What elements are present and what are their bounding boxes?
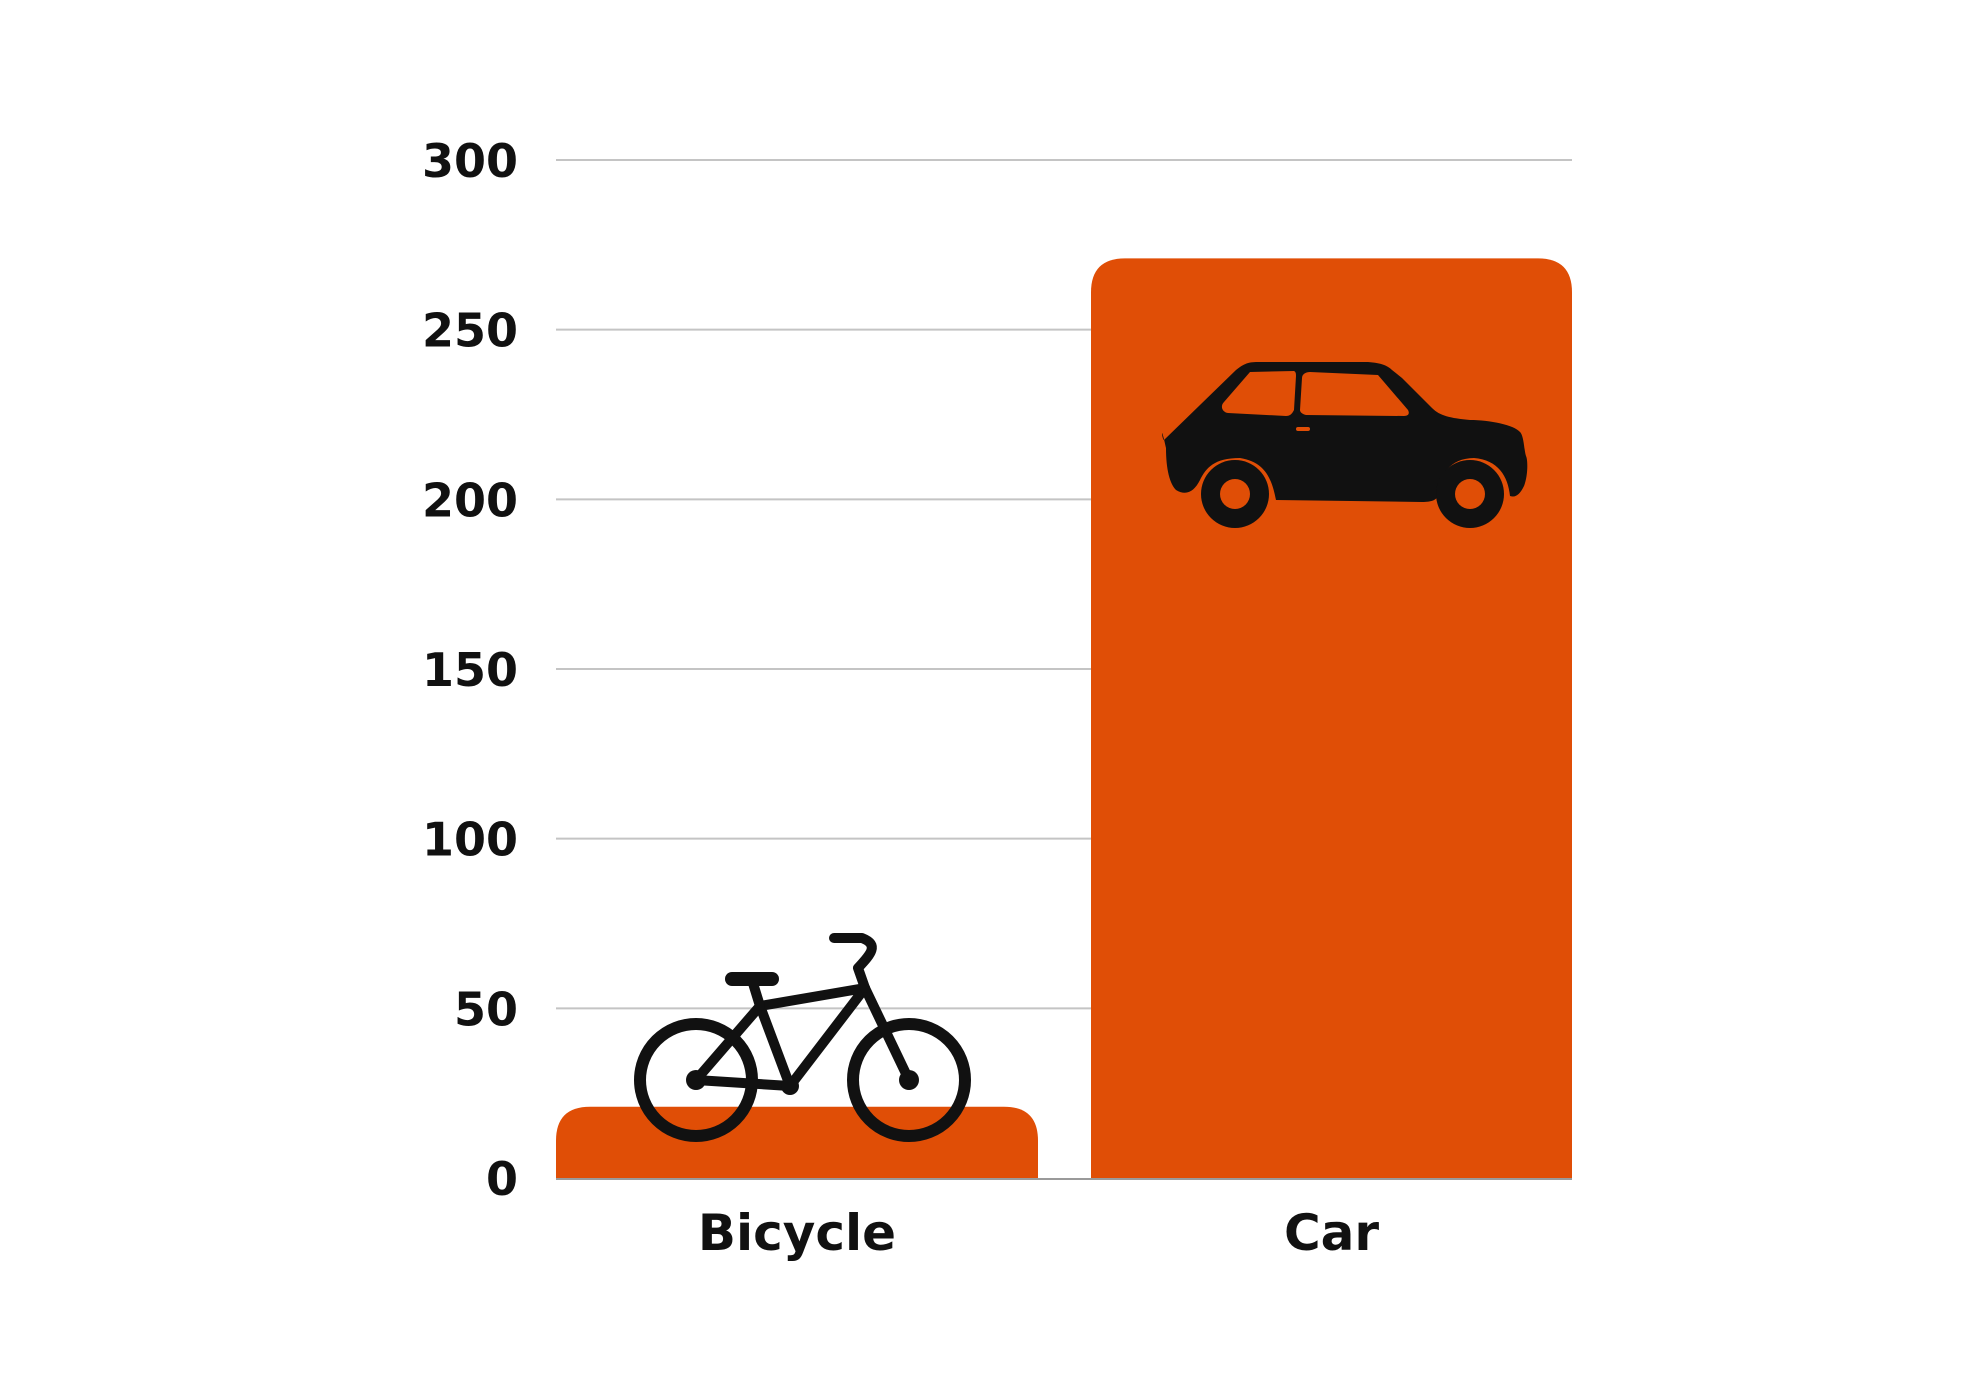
x-category-label: Car (1284, 1204, 1379, 1262)
y-tick-label: 0 (486, 1152, 518, 1206)
x-category-label: Bicycle (698, 1204, 896, 1262)
x-axis-category-labels: Bicycle Car (698, 1204, 1379, 1262)
y-tick-label: 200 (422, 473, 518, 527)
bicycle-icon (634, 933, 971, 1142)
y-axis-tick-labels: 0 50 100 150 200 250 300 (422, 134, 518, 1206)
y-tick-label: 250 (422, 304, 518, 358)
y-tick-label: 150 (422, 643, 518, 697)
bar-icons (634, 362, 1528, 1142)
y-tick-label: 300 (422, 134, 518, 188)
bicycle-icon-hubs (686, 1070, 919, 1095)
bar-bicycle (556, 1106, 1038, 1178)
y-tick-label: 100 (422, 813, 518, 867)
y-tick-label: 50 (454, 982, 518, 1036)
car-icon (1162, 362, 1528, 528)
